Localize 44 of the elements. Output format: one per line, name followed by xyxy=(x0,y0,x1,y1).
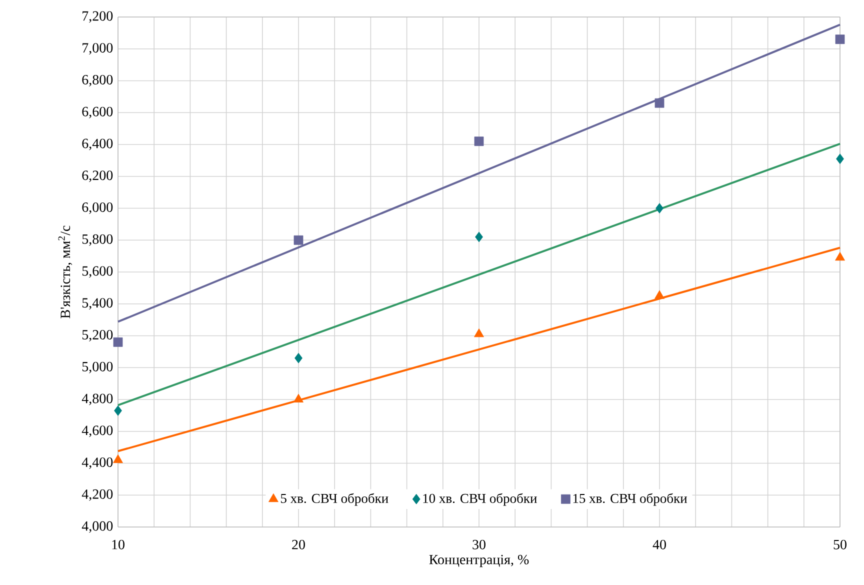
y-tick-label: 5,800 xyxy=(82,234,113,246)
y-tick-label: 6,400 xyxy=(82,138,113,150)
y-tick-label: 4,600 xyxy=(82,426,113,438)
y-tick-label: 4,000 xyxy=(82,521,113,533)
point xyxy=(835,34,845,44)
x-tick-label: 50 xyxy=(834,540,846,550)
line-series xyxy=(117,246,842,452)
y-tick-label: 7,000 xyxy=(82,43,113,55)
y-tick-label: 6,200 xyxy=(82,170,113,182)
point xyxy=(294,235,304,245)
point xyxy=(835,252,845,261)
y-tick-label: 5,200 xyxy=(82,330,113,342)
x-tick-label: 30 xyxy=(472,540,486,550)
y-tick-label: 6,000 xyxy=(82,202,113,214)
point xyxy=(836,154,844,164)
point xyxy=(654,98,664,108)
point xyxy=(113,337,123,347)
legend-label: 15 хв. СВЧ обробки xyxy=(573,493,688,506)
x-tick-label: 10 xyxy=(112,540,124,550)
point xyxy=(656,203,664,214)
y-tick-label: 4,800 xyxy=(82,394,113,406)
point xyxy=(474,136,484,146)
y-tick-label: 7,200 xyxy=(82,11,113,23)
x-axis-title: Концентрація, % xyxy=(429,554,529,568)
point xyxy=(474,328,484,338)
legend-label: 5 хв. СВЧ обробки xyxy=(280,493,388,506)
point xyxy=(294,394,304,402)
point xyxy=(114,405,122,416)
y-tick-label: 5,600 xyxy=(82,266,113,278)
point xyxy=(294,352,302,364)
line-series xyxy=(117,24,842,323)
y-tick-label: 6,600 xyxy=(82,106,113,118)
y-tick-label: 4,200 xyxy=(82,489,113,501)
point xyxy=(475,232,483,242)
legend-label: 10 хв. СВЧ обробки xyxy=(423,493,537,506)
point xyxy=(654,290,664,299)
x-tick-label: 20 xyxy=(292,540,305,550)
point xyxy=(113,454,123,464)
x-tick-label: 40 xyxy=(652,540,666,550)
y-tick-label: 4,400 xyxy=(82,458,113,469)
y-axis-title: В'язкість, мм$^{2}$/с xyxy=(58,226,72,318)
y-tick-label: 5,000 xyxy=(82,362,113,374)
y-tick-label: 6,800 xyxy=(82,75,113,86)
y-tick-label: 5,400 xyxy=(82,298,113,310)
